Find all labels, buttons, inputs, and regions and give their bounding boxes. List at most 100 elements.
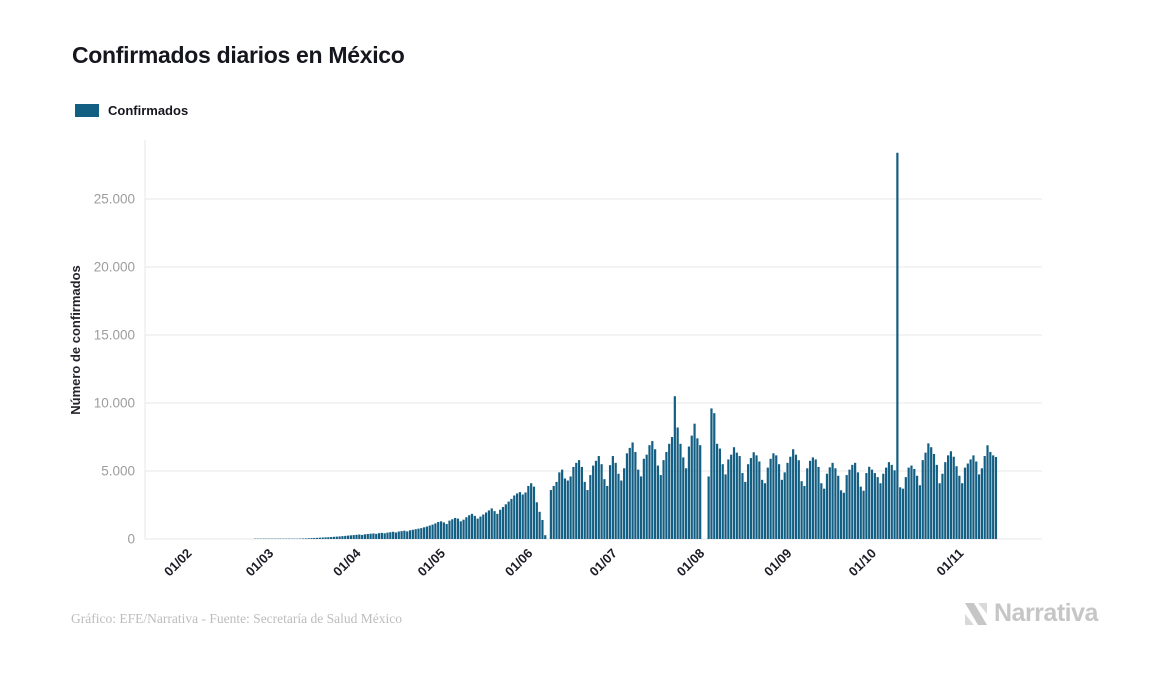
bar[interactable] xyxy=(361,534,364,539)
bar[interactable] xyxy=(321,537,324,540)
bar[interactable] xyxy=(597,456,600,539)
bar[interactable] xyxy=(899,487,902,539)
bar[interactable] xyxy=(693,423,696,539)
bar[interactable] xyxy=(341,536,344,539)
bar[interactable] xyxy=(521,494,524,539)
bar[interactable] xyxy=(842,492,845,539)
bar[interactable] xyxy=(499,509,502,539)
bar[interactable] xyxy=(685,468,688,539)
bar[interactable] xyxy=(927,443,930,539)
bar[interactable] xyxy=(394,532,398,539)
bar[interactable] xyxy=(845,475,848,539)
bar[interactable] xyxy=(690,435,693,539)
bar[interactable] xyxy=(530,483,533,539)
bar[interactable] xyxy=(645,454,648,539)
bar[interactable] xyxy=(910,465,913,539)
bar[interactable] xyxy=(577,460,581,539)
bar[interactable] xyxy=(958,475,961,539)
bar[interactable] xyxy=(527,485,530,539)
bar[interactable] xyxy=(493,511,496,539)
bar[interactable] xyxy=(344,535,347,539)
bar[interactable] xyxy=(752,452,755,539)
bar[interactable] xyxy=(851,464,854,539)
bar[interactable] xyxy=(349,535,352,539)
bar[interactable] xyxy=(620,480,623,539)
bar[interactable] xyxy=(662,460,665,539)
bar[interactable] xyxy=(921,460,924,539)
bar[interactable] xyxy=(935,464,938,539)
bar[interactable] xyxy=(583,481,586,539)
bar[interactable] xyxy=(949,451,953,539)
bar[interactable] xyxy=(893,470,896,539)
bar[interactable] xyxy=(496,513,499,539)
bar[interactable] xyxy=(876,477,879,539)
bar[interactable] xyxy=(780,479,783,539)
bar[interactable] xyxy=(696,438,699,539)
bar[interactable] xyxy=(738,456,741,539)
bar[interactable] xyxy=(301,538,305,539)
bar[interactable] xyxy=(372,533,375,539)
bar[interactable] xyxy=(414,529,417,539)
bar[interactable] xyxy=(541,519,544,539)
bar[interactable] xyxy=(890,464,893,539)
bar[interactable] xyxy=(603,479,606,539)
bar[interactable] xyxy=(369,533,372,539)
bar[interactable] xyxy=(623,468,626,539)
bar[interactable] xyxy=(994,456,998,539)
bar[interactable] xyxy=(606,485,609,539)
bar[interactable] xyxy=(713,413,716,539)
bar[interactable] xyxy=(425,526,429,539)
bar[interactable] xyxy=(839,490,843,539)
bar[interactable] xyxy=(854,462,857,539)
bar[interactable] xyxy=(916,475,919,539)
bar[interactable] xyxy=(862,490,865,539)
bar[interactable] xyxy=(335,536,338,539)
bar[interactable] xyxy=(975,461,978,539)
bar[interactable] xyxy=(966,463,969,539)
bar[interactable] xyxy=(856,472,860,539)
bar[interactable] xyxy=(566,480,569,539)
bar[interactable] xyxy=(451,519,454,539)
bar[interactable] xyxy=(817,466,820,539)
bar[interactable] xyxy=(648,445,651,539)
bar[interactable] xyxy=(313,537,316,539)
bar[interactable] xyxy=(310,538,313,539)
bar[interactable] xyxy=(637,469,640,539)
bar[interactable] xyxy=(941,473,944,539)
bar[interactable] xyxy=(814,459,817,539)
bar[interactable] xyxy=(617,473,620,539)
bar[interactable] xyxy=(969,459,972,539)
bar[interactable] xyxy=(806,468,809,539)
bar[interactable] xyxy=(730,454,733,539)
bar[interactable] xyxy=(524,492,527,539)
bar[interactable] xyxy=(608,465,612,539)
bar[interactable] xyxy=(732,447,736,539)
bar[interactable] xyxy=(408,530,412,539)
bar[interactable] xyxy=(924,452,927,539)
bar[interactable] xyxy=(699,445,702,539)
bar[interactable] xyxy=(324,537,327,539)
bar[interactable] xyxy=(710,408,713,539)
bar[interactable] xyxy=(724,474,727,539)
bar[interactable] xyxy=(431,524,434,539)
bar[interactable] xyxy=(538,511,541,539)
bar[interactable] xyxy=(887,462,891,539)
bar[interactable] xyxy=(786,462,789,539)
bar[interactable] xyxy=(625,453,629,539)
bar[interactable] xyxy=(501,507,505,539)
bar[interactable] xyxy=(561,469,564,539)
bar[interactable] xyxy=(304,538,307,539)
bar[interactable] xyxy=(400,531,403,539)
bar[interactable] xyxy=(594,460,598,539)
bar[interactable] xyxy=(417,528,420,539)
bar[interactable] xyxy=(563,478,567,539)
bar[interactable] xyxy=(659,475,662,539)
bar[interactable] xyxy=(375,533,378,539)
bar[interactable] xyxy=(823,488,826,539)
bar[interactable] xyxy=(586,490,589,539)
bar[interactable] xyxy=(442,522,445,539)
bar[interactable] xyxy=(572,466,575,539)
bar[interactable] xyxy=(468,515,471,539)
bar[interactable] xyxy=(332,536,336,539)
bar[interactable] xyxy=(913,468,916,539)
